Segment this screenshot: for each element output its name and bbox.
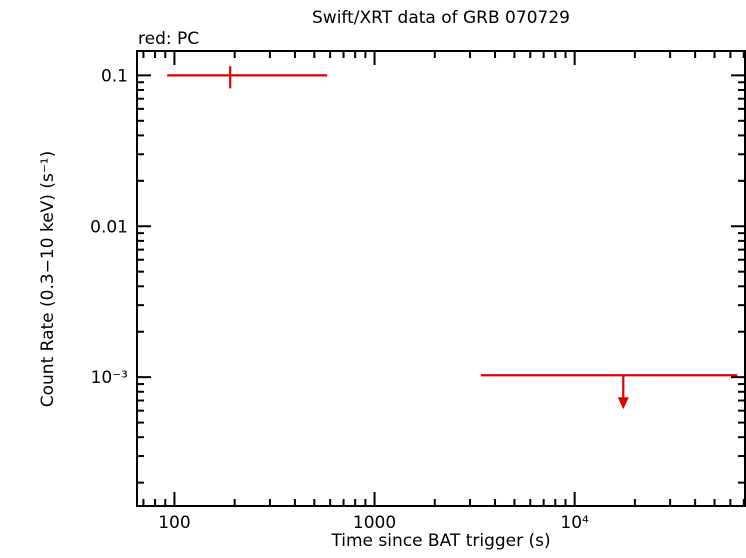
x-tick-label: 100: [158, 513, 190, 533]
y-tick-label: 0.1: [101, 66, 128, 86]
y-axis-label: Count Rate (0.3−10 keV) (s⁻¹): [38, 150, 58, 408]
upper-limit-arrow-head: [617, 397, 629, 410]
x-axis-label: Time since BAT trigger (s): [331, 531, 551, 551]
y-tick-label: 0.01: [90, 217, 128, 237]
legend-label: red: PC: [138, 29, 200, 49]
x-tick-label: 1000: [353, 513, 396, 533]
x-tick-label: 10⁴: [560, 513, 589, 533]
chart-title: Swift/XRT data of GRB 070729: [312, 8, 570, 28]
plot-frame: [136, 50, 746, 507]
y-tick-label: 10⁻³: [91, 368, 128, 388]
